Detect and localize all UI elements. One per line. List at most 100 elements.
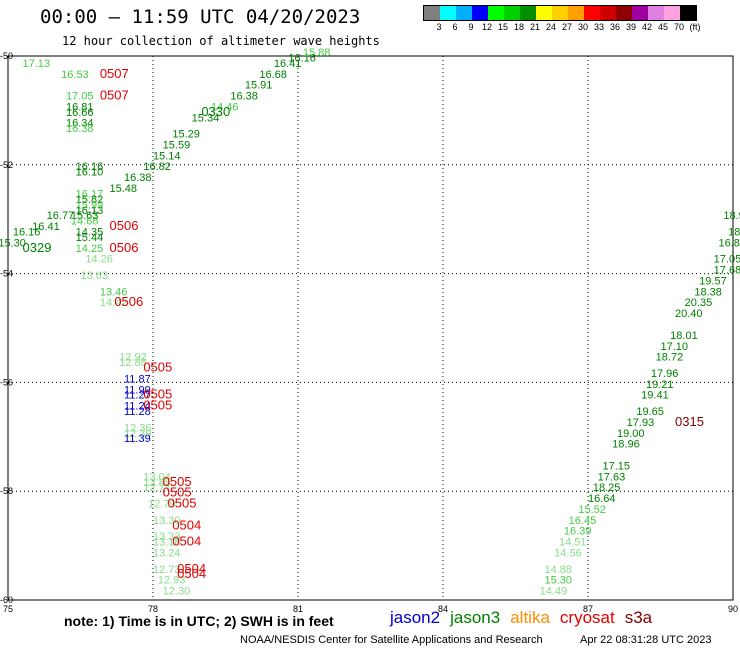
legend-label: 24 — [545, 22, 557, 32]
swh-value: 16.82 — [143, 161, 171, 173]
legend-label: 9 — [468, 22, 474, 32]
swh-value: 13.46 — [100, 286, 128, 298]
swh-value: 14.56 — [554, 547, 582, 559]
swh-value: 16.39 — [564, 526, 592, 538]
x-tick-label: 75 — [3, 604, 13, 614]
time-label: 0506 — [110, 240, 139, 255]
swh-value: 16.84 — [719, 237, 740, 249]
swh-value: 16.16 — [13, 227, 41, 239]
swh-value: 17.96 — [651, 368, 679, 380]
footer-timestamp: Apr 22 08:31:28 UTC 2023 — [580, 634, 712, 646]
x-tick-label: 78 — [148, 604, 158, 614]
swh-value: 13.30 — [153, 515, 181, 527]
swh-value: 18.72 — [656, 352, 684, 364]
legend-swatch — [616, 6, 632, 20]
swh-value: 12.79 — [148, 499, 176, 511]
x-tick-label: 81 — [293, 604, 303, 614]
swh-value: 14.26 — [85, 254, 113, 266]
swh-value: 15.30 — [545, 575, 573, 587]
legend-label: 18 — [513, 22, 525, 32]
legend-swatch — [520, 6, 536, 20]
swh-value: 18.01 — [670, 330, 698, 342]
swh-value: 17.93 — [627, 417, 655, 429]
legend-label: 21 — [529, 22, 541, 32]
swh-value: 14.46 — [211, 101, 239, 113]
swh-value: 11.87 — [124, 373, 151, 385]
time-label: 0505 — [163, 474, 192, 489]
swh-value: 11.24 — [124, 401, 151, 413]
y-tick-label: -56 — [0, 377, 13, 387]
swh-value: 12.92 — [119, 352, 147, 364]
time-label: 0505 — [163, 485, 192, 500]
time-label: 0505 — [168, 496, 197, 511]
legend-swatch — [424, 6, 440, 20]
time-label: 0507 — [100, 88, 129, 103]
y-tick-label: -60 — [0, 595, 13, 605]
time-label: 0504 — [172, 534, 201, 549]
swh-value: 16.34 — [66, 118, 94, 130]
swh-value: 17.68 — [714, 265, 740, 277]
swh-value: 17.15 — [603, 460, 631, 472]
swh-value: 11.27 — [124, 390, 151, 402]
swh-value: 15.14 — [153, 150, 181, 162]
swh-value: 17.13 — [23, 58, 51, 70]
legend-swatch — [584, 6, 600, 20]
swh-value: 16.17 — [76, 188, 104, 200]
swh-value: 16.41 — [32, 221, 60, 233]
swh-value: 19.21 — [646, 379, 674, 391]
swh-value: 15.63 — [71, 210, 99, 222]
swh-value: 13.33 — [153, 531, 181, 543]
swh-value: 12.73 — [153, 564, 181, 576]
swh-value: 15.82 — [76, 194, 104, 206]
swh-value: 16.53 — [61, 69, 89, 81]
y-tick-label: -54 — [0, 269, 13, 279]
satellite-label-jason3: jason3 — [450, 608, 501, 627]
swh-value: 13.63 — [81, 270, 109, 282]
legend-swatch — [488, 6, 504, 20]
legend-label: 27 — [561, 22, 573, 32]
time-label: 0504 — [177, 561, 206, 576]
legend-color-bar — [423, 5, 697, 21]
legend-label: 42 — [641, 22, 653, 32]
legend-label: (ft) — [689, 22, 701, 32]
swh-value: 16.13 — [76, 205, 104, 217]
swh-value: 16.16 — [288, 52, 316, 64]
swh-value: 19.65 — [636, 406, 664, 418]
swh-value: 15.91 — [245, 80, 273, 92]
legend-swatch — [440, 6, 456, 20]
swh-value: 12.88 — [119, 357, 147, 369]
swh-value: 15.88 — [303, 47, 331, 59]
satellite-legend: jason2 jason3 altika cryosat s3a — [390, 608, 662, 628]
legend-swatch — [632, 6, 648, 20]
swh-value: 16.38 — [66, 123, 94, 135]
swh-value: 16.38 — [124, 172, 152, 184]
swh-value: 12.39 — [124, 428, 152, 440]
swh-value: 16.77 — [47, 210, 75, 222]
legend-swatch — [648, 6, 664, 20]
swh-value: 16.66 — [66, 107, 94, 119]
swh-value: 16.41 — [274, 58, 302, 70]
map-subtitle: 12 hour collection of altimeter wave hei… — [62, 34, 380, 48]
swh-value: 13.04 — [143, 471, 171, 483]
legend-swatch — [472, 6, 488, 20]
swh-value: 15.29 — [172, 129, 200, 141]
swh-value: 14.42 — [100, 297, 128, 309]
x-tick-label: 84 — [438, 604, 448, 614]
swh-value: 17.05 — [66, 91, 94, 103]
swh-value: 20.35 — [685, 297, 713, 309]
color-legend: 3 6 9 12 15 18 21 24 27 30 33 36 39 42 45 70 (ft) — [423, 5, 701, 33]
legend-label: 36 — [609, 22, 621, 32]
swh-value: 17.05 — [714, 254, 740, 266]
swh-value: 16.10 — [76, 167, 104, 179]
swh-value: 18.96 — [612, 439, 640, 451]
legend-swatch — [664, 6, 680, 20]
time-label: 0505 — [143, 387, 172, 402]
swh-value: 19.57 — [699, 275, 727, 287]
swh-value: 16.45 — [569, 515, 597, 527]
swh-value: 14.35 — [76, 227, 104, 239]
swh-value: 13.24 — [153, 547, 181, 559]
time-label: 0329 — [23, 240, 52, 255]
swh-value: 18.95 — [723, 210, 740, 222]
swh-value: 15.99 — [76, 199, 104, 211]
